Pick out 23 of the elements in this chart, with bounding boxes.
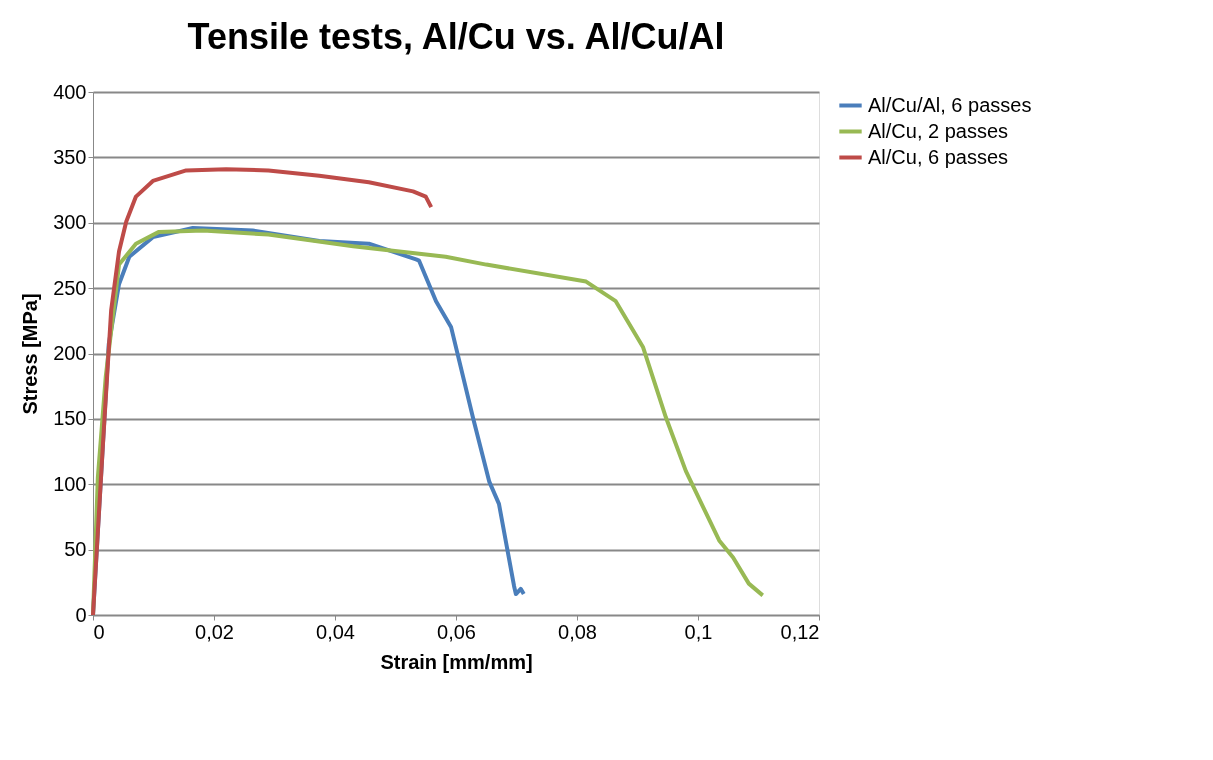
y-axis-title: Stress [MPa] — [19, 293, 42, 415]
x-tick-label: 0,06 — [437, 620, 476, 643]
legend-label: Al/Cu, 6 passes — [868, 145, 1009, 168]
y-tick-label: 150 — [53, 407, 87, 430]
legend-label: Al/Cu, 2 passes — [868, 119, 1009, 142]
legend-label: Al/Cu/Al, 6 passes — [868, 93, 1032, 116]
chart-title: Tensile tests, Al/Cu vs. Al/Cu/Al — [187, 16, 725, 57]
y-tick-label: 0 — [75, 603, 87, 626]
x-axis-title: Strain [mm/mm] — [380, 650, 533, 673]
y-tick-label: 400 — [53, 80, 87, 103]
x-tick-label: 0,02 — [195, 620, 234, 643]
y-tick-label: 100 — [53, 472, 87, 495]
y-tick-label: 250 — [53, 276, 87, 299]
x-tick-label: 0,08 — [558, 620, 597, 643]
x-tick-label: 0 — [93, 620, 105, 643]
y-tick-label: 300 — [53, 211, 87, 234]
y-tick-label: 200 — [53, 342, 87, 364]
x-tick-label: 0,1 — [684, 620, 713, 643]
line-series — [91, 167, 434, 617]
x-tick-label: 0,12 — [780, 620, 820, 643]
y-tick-label: 350 — [53, 145, 87, 168]
x-tick-label: 0,04 — [316, 620, 355, 643]
y-tick-label: 50 — [64, 538, 87, 561]
